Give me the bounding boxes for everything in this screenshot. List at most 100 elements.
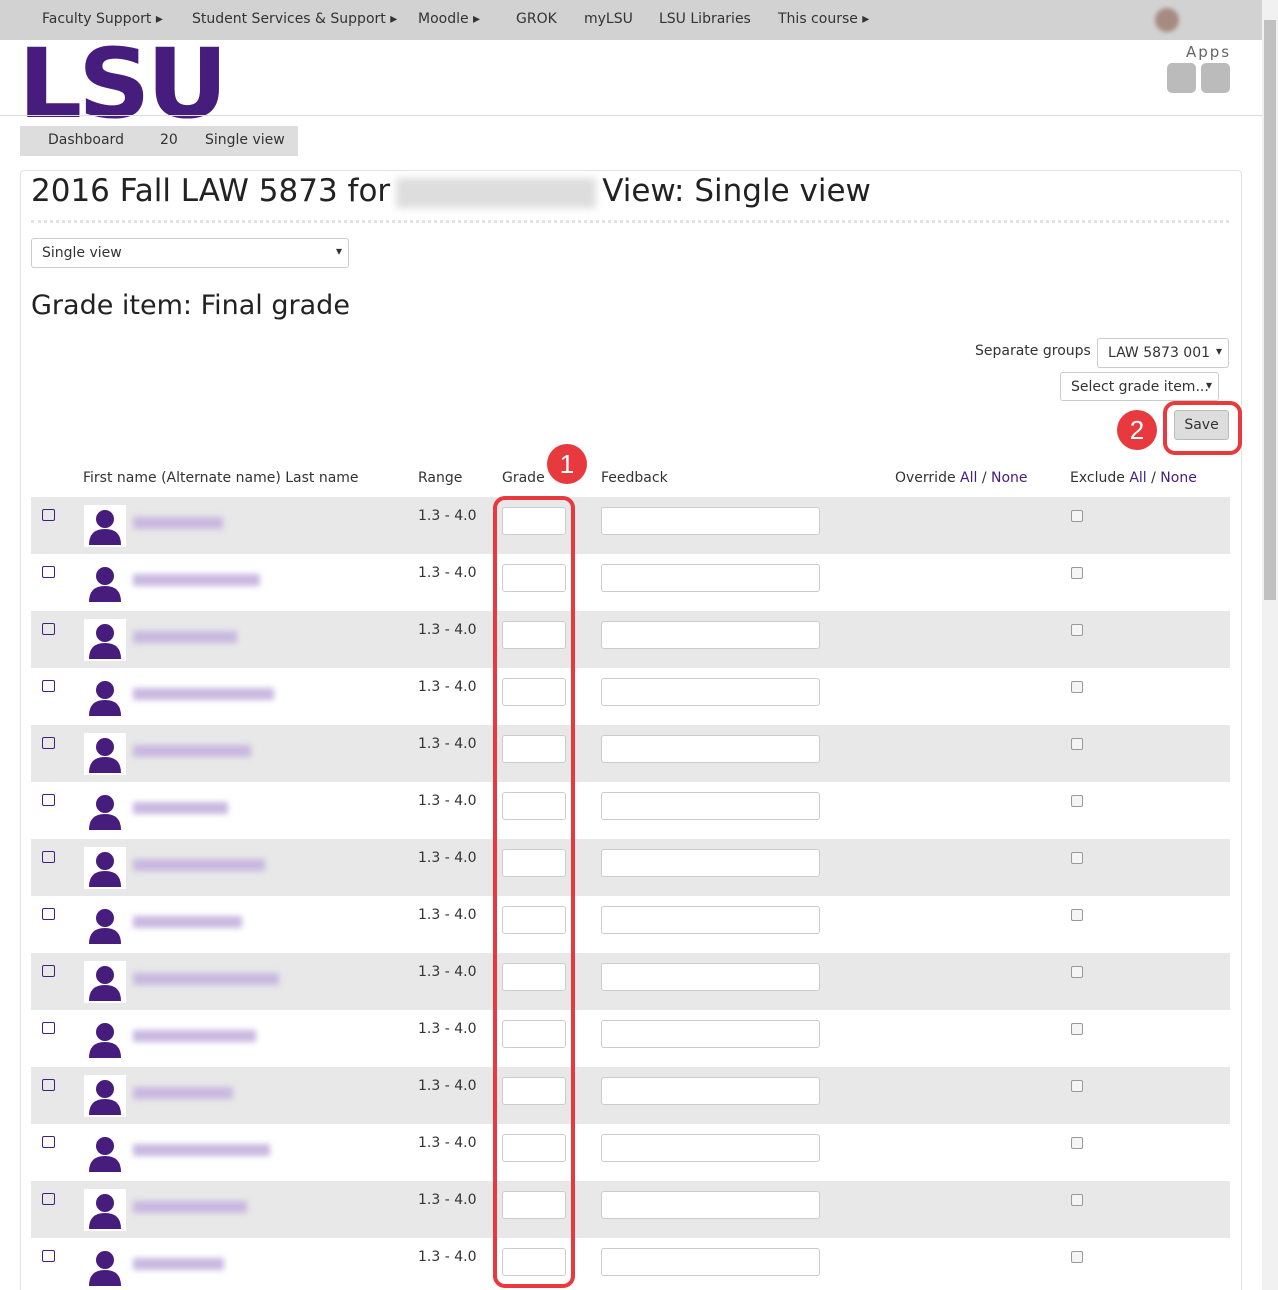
avatar [84, 1246, 126, 1288]
grade-input[interactable] [502, 1134, 566, 1162]
edit-icon[interactable] [42, 623, 55, 635]
feedback-input[interactable] [601, 735, 820, 763]
exclude-checkbox[interactable] [1071, 1023, 1083, 1035]
range: 1.3 - 4.0 [418, 964, 477, 980]
feedback-input[interactable] [601, 1077, 820, 1105]
crumb[interactable]: Dashboard [48, 132, 124, 148]
feedback-input[interactable] [601, 906, 820, 934]
edit-icon[interactable] [42, 1193, 55, 1205]
edit-icon[interactable] [42, 965, 55, 977]
grade-input[interactable] [502, 849, 566, 877]
feedback-input[interactable] [601, 849, 820, 877]
feedback-input[interactable] [601, 507, 820, 535]
feedback-input[interactable] [601, 678, 820, 706]
student-row: 1.3 - 4.0 [31, 497, 1230, 554]
edit-icon[interactable] [42, 1022, 55, 1034]
grade-input[interactable] [502, 1020, 566, 1048]
link[interactable]: None [1160, 470, 1197, 486]
grade-input[interactable] [502, 1191, 566, 1219]
range: 1.3 - 4.0 [418, 793, 477, 809]
nav-label[interactable]: Faculty Support [42, 11, 152, 27]
groups-select[interactable]: LAW 5873 001 [1097, 338, 1229, 368]
range: 1.3 - 4.0 [418, 1249, 477, 1265]
avatar [84, 1018, 126, 1060]
blurred-name [133, 916, 242, 928]
nav-item[interactable]: Faculty Support ▸ [42, 11, 163, 27]
grade-input[interactable] [502, 906, 566, 934]
nav-item[interactable]: LSU Libraries [659, 11, 751, 27]
edit-icon[interactable] [42, 680, 55, 692]
link[interactable]: All [960, 470, 978, 486]
nav-item[interactable]: GROK [516, 11, 557, 27]
grade-input[interactable] [502, 564, 566, 592]
scrollbar[interactable] [1262, 0, 1278, 1290]
grade-input[interactable] [502, 678, 566, 706]
edit-icon[interactable] [42, 737, 55, 749]
grade-item-select[interactable]: Select grade item... [1060, 372, 1219, 401]
nav-label[interactable]: GROK [516, 11, 557, 27]
nav-label[interactable]: LSU Libraries [659, 11, 751, 27]
range: 1.3 - 4.0 [418, 736, 477, 752]
exclude-checkbox[interactable] [1071, 966, 1083, 978]
nav-label[interactable]: Student Services & Support [192, 11, 386, 27]
edit-icon[interactable] [42, 851, 55, 863]
nav-item[interactable]: Student Services & Support ▸ [192, 11, 398, 27]
exclude-checkbox[interactable] [1071, 738, 1083, 750]
feedback-input[interactable] [601, 1248, 820, 1276]
nav-label[interactable]: Moodle [418, 11, 469, 27]
exclude-checkbox[interactable] [1071, 681, 1083, 693]
exclude-checkbox[interactable] [1071, 795, 1083, 807]
exclude-checkbox[interactable] [1071, 909, 1083, 921]
ios-app[interactable] [1167, 63, 1196, 93]
feedback-input[interactable] [601, 1191, 820, 1219]
grade-input[interactable] [502, 735, 566, 763]
range: 1.3 - 4.0 [418, 907, 477, 923]
view-select[interactable]: Single view [31, 238, 349, 268]
grade-input[interactable] [502, 1077, 566, 1105]
edit-icon[interactable] [42, 908, 55, 920]
exclude-checkbox[interactable] [1071, 1194, 1083, 1206]
edit-icon[interactable] [42, 566, 55, 578]
student-row: 1.3 - 4.0 [31, 1181, 1230, 1238]
user-avatar[interactable] [1155, 8, 1179, 32]
edit-icon[interactable] [42, 509, 55, 521]
col-header: First name (Alternate name) Last name [83, 470, 359, 486]
android-app[interactable] [1201, 63, 1230, 93]
feedback-input[interactable] [601, 792, 820, 820]
link[interactable]: None [991, 470, 1028, 486]
grade-input[interactable] [502, 963, 566, 991]
nav-item[interactable]: Moodle ▸ [418, 11, 481, 27]
edit-icon[interactable] [42, 1079, 55, 1091]
edit-icon[interactable] [42, 1136, 55, 1148]
feedback-input[interactable] [601, 1020, 820, 1048]
exclude-checkbox[interactable] [1071, 852, 1083, 864]
link[interactable]: All [1129, 470, 1147, 486]
grade-input[interactable] [502, 792, 566, 820]
apps-label: Apps [1186, 43, 1232, 61]
feedback-input[interactable] [601, 1134, 820, 1162]
exclude-checkbox[interactable] [1071, 567, 1083, 579]
logo[interactable]: LSU [18, 28, 228, 140]
feedback-input[interactable] [601, 621, 820, 649]
nav-item[interactable]: myLSU [584, 11, 633, 27]
edit-icon[interactable] [42, 1250, 55, 1262]
grade-input[interactable] [502, 507, 566, 535]
save-button[interactable]: Save [1174, 410, 1229, 440]
grade-input[interactable] [502, 1248, 566, 1276]
sep: / [1151, 470, 1156, 486]
edit-icon[interactable] [42, 794, 55, 806]
exclude-checkbox[interactable] [1071, 624, 1083, 636]
nav-item[interactable]: This course ▸ [778, 11, 870, 27]
feedback-input[interactable] [601, 963, 820, 991]
blurred-name [133, 802, 228, 814]
nav-label[interactable]: myLSU [584, 11, 633, 27]
crumb[interactable]: 20 [160, 132, 178, 148]
exclude-checkbox[interactable] [1071, 510, 1083, 522]
exclude-checkbox[interactable] [1071, 1080, 1083, 1092]
feedback-input[interactable] [601, 564, 820, 592]
exclude-checkbox[interactable] [1071, 1137, 1083, 1149]
grade-input[interactable] [502, 621, 566, 649]
nav-label[interactable]: This course [778, 11, 858, 27]
exclude-checkbox[interactable] [1071, 1251, 1083, 1263]
student-row: 1.3 - 4.0 [31, 782, 1230, 839]
